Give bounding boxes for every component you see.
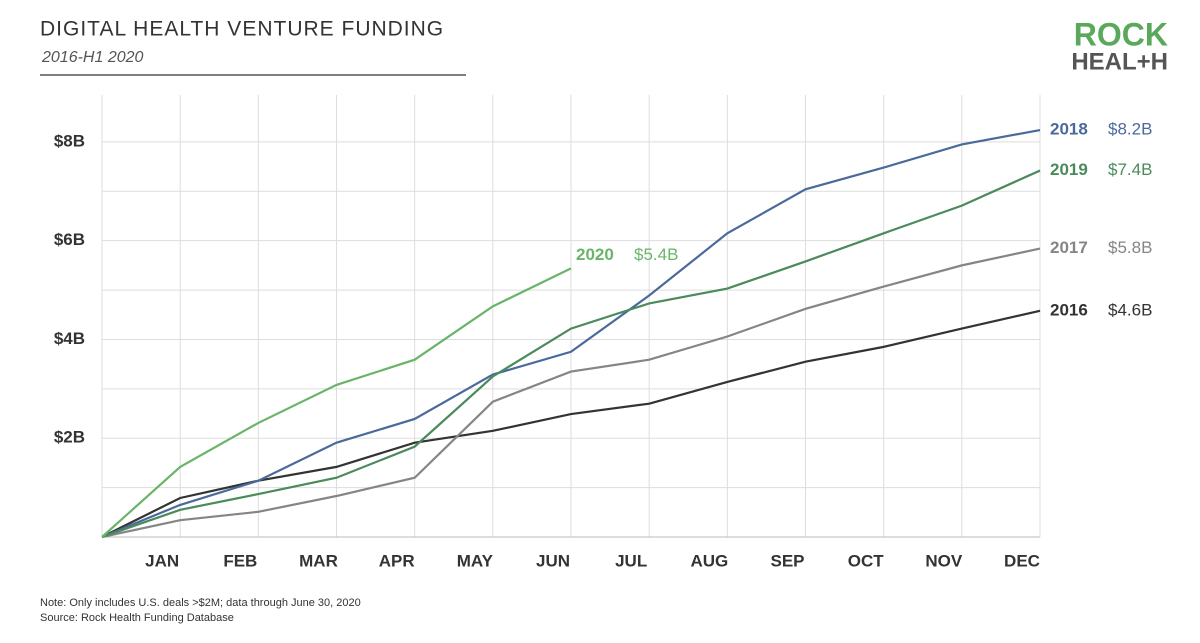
x-tick-label: JUL (615, 551, 647, 570)
legend-label: 2020 (576, 245, 614, 264)
series-line (101, 247, 1041, 539)
x-tick-label: MAY (457, 551, 494, 570)
logo-top: ROCK (1074, 16, 1168, 52)
end-value-label: $7.4B (1108, 160, 1152, 179)
end-value-label: $5.4B (634, 245, 678, 264)
x-tick-label: DEC (1004, 551, 1040, 570)
x-tick-label: FEB (223, 551, 257, 570)
x-tick-label: JAN (145, 551, 179, 570)
chart-subtitle: 2016-H1 2020 (41, 49, 144, 66)
y-tick-label: $4B (54, 329, 85, 348)
x-tick-label: NOV (925, 551, 963, 570)
legend-label: 2018 (1050, 120, 1088, 139)
legend-label: 2017 (1050, 238, 1088, 257)
x-tick-label: OCT (848, 551, 885, 570)
end-value-label: $4.6B (1108, 300, 1152, 319)
legend-label: 2019 (1050, 160, 1088, 179)
x-tick-label: AUG (690, 551, 728, 570)
end-value-label: $5.8B (1108, 238, 1152, 257)
series-line (101, 267, 572, 538)
x-tick-label: APR (379, 551, 415, 570)
source: Source: Rock Health Funding Database (40, 612, 234, 624)
note: Note: Only includes U.S. deals >$2M; dat… (40, 597, 361, 609)
legend-label: 2016 (1050, 300, 1088, 319)
series-line (101, 169, 1041, 539)
chart-title: DIGITAL HEALTH VENTURE FUNDING (40, 18, 444, 41)
logo-bottom: HEAL+H (1071, 48, 1168, 75)
x-tick-label: SEP (770, 551, 804, 570)
end-value-label: $8.2B (1108, 120, 1152, 139)
x-tick-label: JUN (536, 551, 570, 570)
series-line (101, 128, 1041, 539)
x-tick-label: MAR (299, 551, 338, 570)
y-tick-label: $2B (54, 428, 85, 447)
y-tick-label: $8B (54, 131, 85, 150)
y-tick-label: $6B (54, 230, 85, 249)
